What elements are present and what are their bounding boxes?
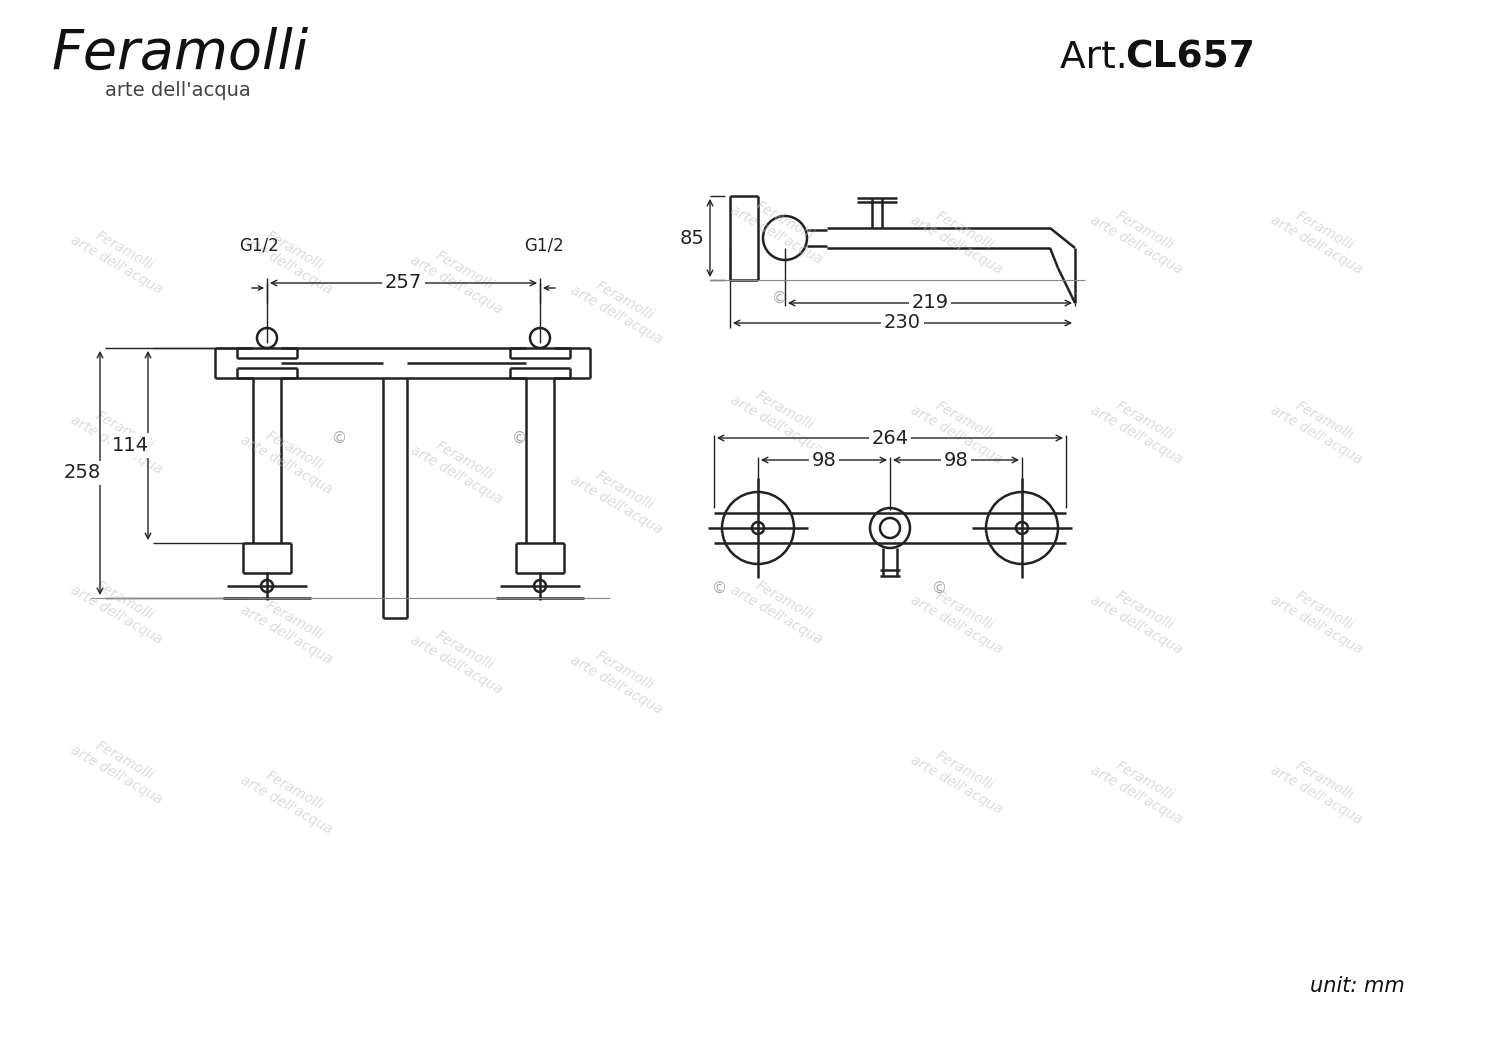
Text: Feramolli
arte dell'acqua: Feramolli arte dell'acqua xyxy=(1088,749,1192,827)
Text: Feramolli
arte dell'acqua: Feramolli arte dell'acqua xyxy=(68,399,172,477)
Text: Feramolli
arte dell'acqua: Feramolli arte dell'acqua xyxy=(1088,389,1192,467)
Text: Feramolli
arte dell'acqua: Feramolli arte dell'acqua xyxy=(1088,199,1192,277)
Text: G1/2: G1/2 xyxy=(238,237,279,255)
Text: ©: © xyxy=(772,291,788,306)
Text: 85: 85 xyxy=(680,229,705,248)
Text: Feramolli
arte dell'acqua: Feramolli arte dell'acqua xyxy=(567,269,672,347)
Text: Feramolli
arte dell'acqua: Feramolli arte dell'acqua xyxy=(237,589,342,667)
Text: Feramolli
arte dell'acqua: Feramolli arte dell'acqua xyxy=(728,189,833,267)
Text: Feramolli
arte dell'acqua: Feramolli arte dell'acqua xyxy=(68,569,172,647)
Text: Feramolli
arte dell'acqua: Feramolli arte dell'acqua xyxy=(728,569,833,647)
Text: 230: 230 xyxy=(884,313,921,332)
Text: ©: © xyxy=(712,581,728,596)
Text: 264: 264 xyxy=(871,428,909,448)
Text: Feramolli
arte dell'acqua: Feramolli arte dell'acqua xyxy=(567,459,672,537)
Text: Feramolli
arte dell'acqua: Feramolli arte dell'acqua xyxy=(908,389,1013,467)
Text: Feramolli
arte dell'acqua: Feramolli arte dell'acqua xyxy=(908,579,1013,657)
Text: Feramolli
arte dell'acqua: Feramolli arte dell'acqua xyxy=(237,759,342,837)
Text: Feramolli
arte dell'acqua: Feramolli arte dell'acqua xyxy=(408,619,513,697)
Text: Feramolli
arte dell'acqua: Feramolli arte dell'acqua xyxy=(908,740,1013,817)
Text: Feramolli
arte dell'acqua: Feramolli arte dell'acqua xyxy=(1268,389,1372,467)
Text: 219: 219 xyxy=(912,293,948,312)
Text: Feramolli
arte dell'acqua: Feramolli arte dell'acqua xyxy=(1268,749,1372,827)
Text: arte dell'acqua: arte dell'acqua xyxy=(105,81,250,101)
Text: 114: 114 xyxy=(111,436,148,455)
Text: Feramolli
arte dell'acqua: Feramolli arte dell'acqua xyxy=(408,428,513,507)
Text: 98: 98 xyxy=(812,451,837,470)
Text: CL657: CL657 xyxy=(1125,40,1256,76)
Text: Feramolli
arte dell'acqua: Feramolli arte dell'acqua xyxy=(567,639,672,717)
Text: Feramolli
arte dell'acqua: Feramolli arte dell'acqua xyxy=(68,729,172,807)
Text: ©: © xyxy=(333,431,348,445)
Text: 258: 258 xyxy=(63,463,100,482)
Text: ©: © xyxy=(513,431,528,445)
Text: 257: 257 xyxy=(386,274,422,292)
Text: Art.: Art. xyxy=(1060,40,1140,76)
Text: Feramolli
arte dell'acqua: Feramolli arte dell'acqua xyxy=(237,419,342,497)
Text: Feramolli: Feramolli xyxy=(53,26,309,79)
Text: Feramolli
arte dell'acqua: Feramolli arte dell'acqua xyxy=(1268,199,1372,277)
Text: Feramolli
arte dell'acqua: Feramolli arte dell'acqua xyxy=(237,219,342,297)
Text: 98: 98 xyxy=(944,451,969,470)
Text: G1/2: G1/2 xyxy=(524,237,564,255)
Text: Feramolli
arte dell'acqua: Feramolli arte dell'acqua xyxy=(1268,579,1372,657)
Text: Feramolli
arte dell'acqua: Feramolli arte dell'acqua xyxy=(908,199,1013,277)
Text: ©: © xyxy=(933,581,948,596)
Text: Feramolli
arte dell'acqua: Feramolli arte dell'acqua xyxy=(408,239,513,317)
Text: Feramolli
arte dell'acqua: Feramolli arte dell'acqua xyxy=(728,379,833,457)
Text: unit: mm: unit: mm xyxy=(1310,975,1404,996)
Text: Feramolli
arte dell'acqua: Feramolli arte dell'acqua xyxy=(68,219,172,297)
Text: Feramolli
arte dell'acqua: Feramolli arte dell'acqua xyxy=(1088,579,1192,657)
